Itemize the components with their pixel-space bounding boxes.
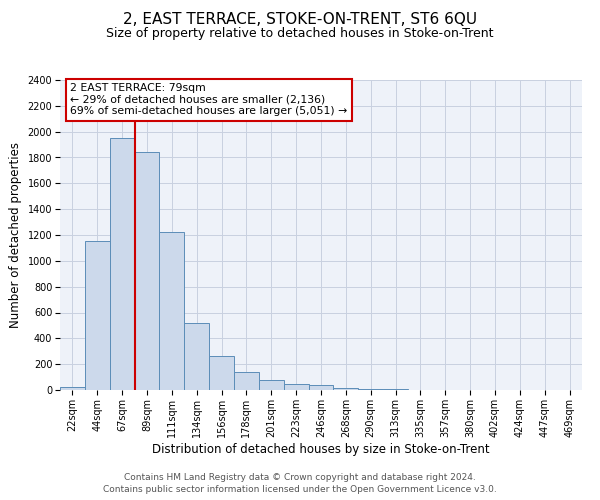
Bar bbox=[334, 388, 358, 390]
Y-axis label: Number of detached properties: Number of detached properties bbox=[9, 142, 22, 328]
Bar bbox=[358, 389, 383, 390]
Bar bbox=[85, 241, 110, 390]
Bar bbox=[110, 138, 134, 390]
Bar bbox=[184, 324, 209, 390]
Bar bbox=[284, 384, 308, 390]
Bar bbox=[259, 380, 284, 390]
Bar bbox=[160, 232, 184, 390]
Text: Contains public sector information licensed under the Open Government Licence v3: Contains public sector information licen… bbox=[103, 485, 497, 494]
Text: Contains HM Land Registry data © Crown copyright and database right 2024.: Contains HM Land Registry data © Crown c… bbox=[124, 472, 476, 482]
Text: 2, EAST TERRACE, STOKE-ON-TRENT, ST6 6QU: 2, EAST TERRACE, STOKE-ON-TRENT, ST6 6QU bbox=[123, 12, 477, 28]
Text: Size of property relative to detached houses in Stoke-on-Trent: Size of property relative to detached ho… bbox=[106, 28, 494, 40]
Bar bbox=[234, 372, 259, 390]
Text: Distribution of detached houses by size in Stoke-on-Trent: Distribution of detached houses by size … bbox=[152, 442, 490, 456]
Text: 2 EAST TERRACE: 79sqm
← 29% of detached houses are smaller (2,136)
69% of semi-d: 2 EAST TERRACE: 79sqm ← 29% of detached … bbox=[70, 83, 347, 116]
Bar bbox=[60, 387, 85, 390]
Bar bbox=[209, 356, 234, 390]
Bar bbox=[134, 152, 160, 390]
Bar bbox=[308, 384, 334, 390]
